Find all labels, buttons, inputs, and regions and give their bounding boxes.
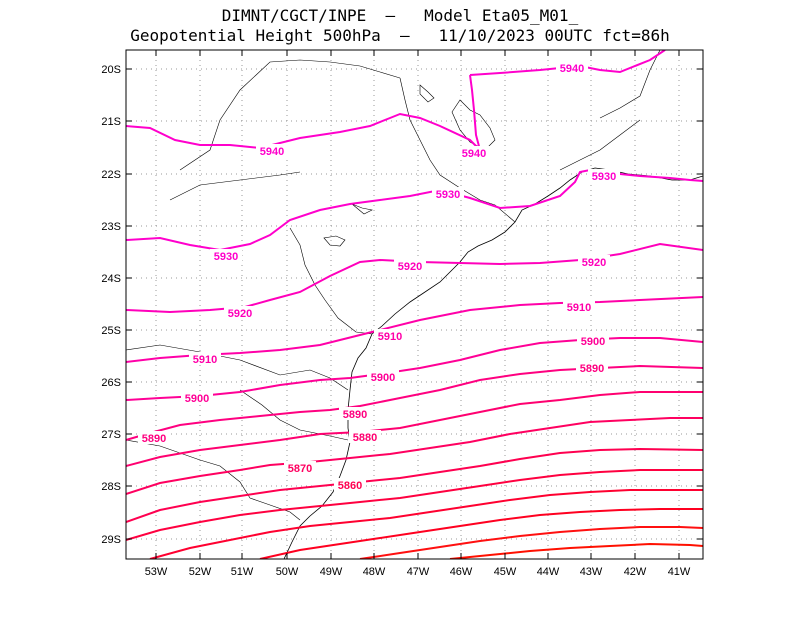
lon-tick-label: 49W [320, 566, 343, 578]
contour-5850 [126, 469, 703, 541]
contour-label-5860: 5860 [338, 480, 362, 492]
title-line-2: Geopotential Height 500hPa – 11/10/2023 … [130, 26, 670, 45]
contour-5830 [259, 508, 703, 559]
lon-tick-label: 47W [407, 566, 430, 578]
lat-tick-label: 25S [101, 325, 121, 337]
lon-tick-label: 46W [450, 566, 473, 578]
lon-tick-label: 45W [494, 566, 517, 578]
contour-label-5920: 5920 [582, 257, 606, 269]
contour-5870 [126, 417, 703, 495]
title-line-1: DIMNT/CGCT/INPE – Model Eta05_M01_ [221, 6, 579, 25]
contour-label-5910: 5910 [193, 354, 217, 366]
lat-tick-label: 29S [101, 534, 121, 546]
contour-label-5920: 5920 [398, 261, 422, 273]
contour-label-5870: 5870 [288, 463, 312, 475]
contour-label-5890: 5890 [142, 433, 166, 445]
contour-label-5900: 5900 [185, 393, 209, 405]
lat-tick-label: 22S [101, 169, 121, 181]
grid-lines [126, 50, 703, 559]
contour-5840 [149, 489, 703, 559]
lat-tick-label: 20S [101, 64, 121, 76]
lon-tick-label: 48W [363, 566, 386, 578]
map-frame [125, 49, 704, 560]
contour-5940 [126, 50, 666, 154]
contour-label-5940: 5940 [560, 63, 584, 75]
lon-tick-label: 53W [145, 566, 168, 578]
lat-tick-label: 24S [101, 273, 121, 285]
lon-tick-label: 43W [580, 566, 603, 578]
contour-label-5910: 5910 [378, 331, 402, 343]
contour-label-5910: 5910 [567, 302, 591, 314]
contour-label-5900: 5900 [581, 336, 605, 348]
contour-label-5940: 5940 [462, 148, 486, 160]
contour-label-5930: 5930 [592, 171, 616, 183]
lat-tick-label: 23S [101, 221, 121, 233]
contour-lines [126, 50, 703, 559]
contour-label-5930: 5930 [214, 251, 238, 263]
contour-5860 [126, 447, 703, 523]
contour-label-5900: 5900 [371, 372, 395, 384]
coastline-borders [126, 50, 703, 559]
contour-label-5940: 5940 [260, 146, 284, 158]
lat-tick-label: 26S [101, 377, 121, 389]
axis-ticks: 20S 21S 22S 23S 24S 25S 26S 27S 28S 29S 53W 52W 51W 5… [101, 50, 703, 578]
lon-tick-label: 50W [276, 566, 299, 578]
contour-label-5920: 5920 [228, 308, 252, 320]
lon-tick-label: 52W [189, 566, 212, 578]
lat-tick-label: 27S [101, 429, 121, 441]
contour-label-5890: 5890 [343, 409, 367, 421]
lon-tick-label: 44W [537, 566, 560, 578]
lat-tick-label: 28S [101, 481, 121, 493]
contour-5900 [126, 337, 703, 401]
contour-5880 [126, 391, 703, 467]
contour-5810 [449, 542, 703, 559]
contour-5820 [359, 526, 703, 559]
contour-label-5890: 5890 [580, 363, 604, 375]
lat-tick-label: 21S [101, 116, 121, 128]
lon-tick-label: 51W [231, 566, 254, 578]
contour-label-5930: 5930 [436, 189, 460, 201]
contour-labels: 5940 5940 5940 5930 5930 5930 5920 5920 5920 5910… [138, 61, 620, 492]
contour-label-5880: 5880 [353, 432, 377, 444]
lon-tick-label: 41W [668, 566, 691, 578]
lon-tick-label: 42W [624, 566, 647, 578]
